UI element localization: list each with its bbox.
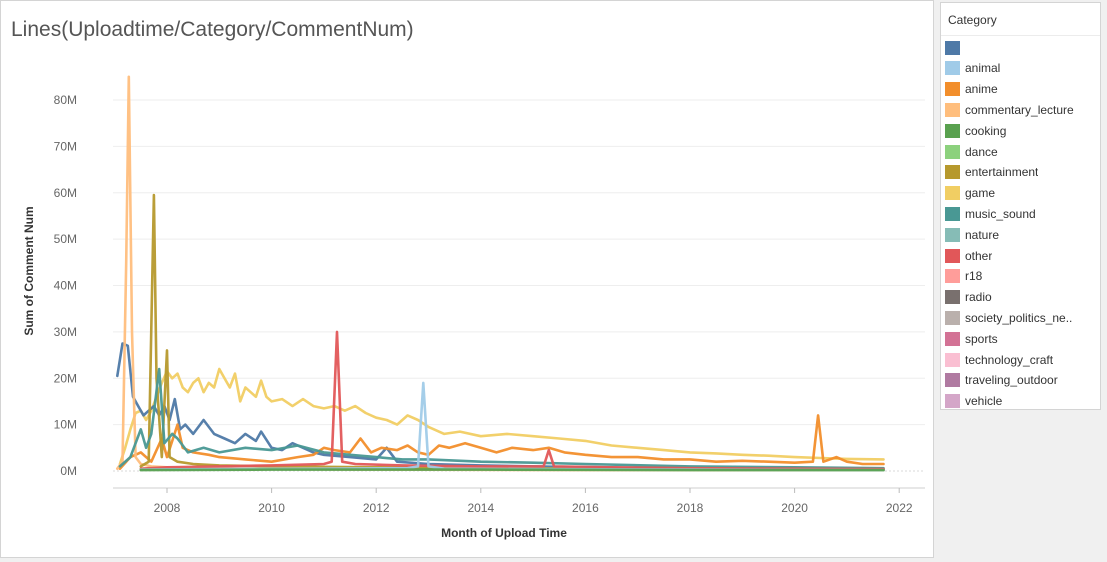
legend-swatch xyxy=(945,206,960,221)
y-tick-label: 60M xyxy=(54,186,77,200)
legend-swatch xyxy=(945,40,960,55)
chart-panel: Lines(Uploadtime/Category/CommentNum) 0M… xyxy=(0,0,934,558)
legend-swatch xyxy=(945,82,960,97)
legend-item[interactable]: traveling_outdoor xyxy=(945,372,1099,389)
y-tick-label: 20M xyxy=(54,371,77,385)
legend-label: traveling_outdoor xyxy=(965,373,1058,388)
legend-swatch xyxy=(945,331,960,346)
legend-label: vehicle xyxy=(965,394,1003,409)
legend-item[interactable]: music_sound xyxy=(945,205,1099,222)
legend-swatch xyxy=(945,290,960,305)
y-tick-label: 70M xyxy=(54,139,77,153)
legend-title: Category xyxy=(948,13,997,27)
legend-item[interactable]: technology_craft xyxy=(945,351,1099,368)
legend-swatch xyxy=(945,227,960,242)
legend-label: technology_craft xyxy=(965,352,1054,367)
legend-label: commentary_lecture xyxy=(965,102,1074,117)
y-tick-label: 80M xyxy=(54,93,77,107)
y-axis-title: Sum of Comment Num xyxy=(22,206,36,335)
legend-label: nature xyxy=(965,227,1000,242)
x-tick-label: 2022 xyxy=(886,501,913,515)
legend-item[interactable]: animal xyxy=(945,60,1099,77)
legend-item[interactable]: society_politics_ne.. xyxy=(945,309,1099,326)
series-line xyxy=(118,367,885,466)
legend-label: animal xyxy=(965,61,1001,76)
x-tick-label: 2014 xyxy=(467,501,494,515)
legend-swatch xyxy=(945,144,960,159)
y-tick-label: 50M xyxy=(54,232,77,246)
legend-label: dance xyxy=(965,144,998,159)
y-tick-label: 0M xyxy=(60,464,77,478)
x-tick-label: 2020 xyxy=(781,501,808,515)
legend-item[interactable]: anime xyxy=(945,81,1099,98)
series-line xyxy=(139,468,885,472)
legend-swatch xyxy=(945,123,960,138)
legend-item[interactable]: game xyxy=(945,185,1099,202)
x-tick-label: 2010 xyxy=(258,501,285,515)
series-line xyxy=(118,367,885,470)
series-line xyxy=(118,414,885,470)
legend-label: radio xyxy=(965,290,992,305)
legend-swatch xyxy=(945,310,960,325)
x-tick-label: 2012 xyxy=(363,501,390,515)
chart-title: Lines(Uploadtime/Category/CommentNum) xyxy=(11,18,414,41)
legend-swatch xyxy=(945,186,960,201)
legend-swatch xyxy=(945,61,960,76)
legend-swatch xyxy=(945,165,960,180)
series-line xyxy=(139,193,885,471)
series-line xyxy=(139,330,885,471)
legend-item[interactable]: vehicle xyxy=(945,393,1099,410)
legend-label: cooking xyxy=(965,123,1007,138)
legend-swatch xyxy=(945,248,960,263)
legend-item[interactable]: other xyxy=(945,247,1099,264)
legend-label: r18 xyxy=(965,269,983,284)
legend-divider xyxy=(941,35,1100,36)
legend-label: sports xyxy=(965,331,998,346)
legend-swatch xyxy=(945,269,960,284)
legend-item[interactable]: sports xyxy=(945,330,1099,347)
x-tick-label: 2008 xyxy=(154,501,181,515)
legend-item[interactable]: commentary_lecture xyxy=(945,101,1099,118)
legend-item[interactable]: nature xyxy=(945,226,1099,243)
line-chart: 0M 10M 20M 30M 40M 50M 60M 70M 80M 2008 2010 2012 20… xyxy=(22,75,925,540)
legend-label: anime xyxy=(965,82,998,97)
y-tick-label: 30M xyxy=(54,325,77,339)
legend-label: entertainment xyxy=(965,165,1039,180)
series-line xyxy=(116,75,885,472)
x-tick-label: 2016 xyxy=(572,501,599,515)
x-tick-label: 2018 xyxy=(677,501,704,515)
legend-item[interactable]: r18 xyxy=(945,268,1099,285)
y-tick-label: 40M xyxy=(54,279,77,293)
legend-item[interactable]: cooking xyxy=(945,122,1099,139)
legend-swatch xyxy=(945,352,960,367)
legend-swatch xyxy=(945,373,960,388)
legend-item[interactable]: entertainment xyxy=(945,164,1099,181)
legend-label: game xyxy=(965,186,996,201)
legend-label: music_sound xyxy=(965,206,1036,221)
legend-swatch xyxy=(945,102,960,117)
legend-label: other xyxy=(965,248,993,263)
legend-item[interactable] xyxy=(945,39,1099,56)
legend-item[interactable]: radio xyxy=(945,289,1099,306)
legend-item[interactable]: dance xyxy=(945,143,1099,160)
x-axis-title: Month of Upload Time xyxy=(441,526,567,540)
legend-label: society_politics_ne.. xyxy=(965,310,1073,325)
legend-swatch xyxy=(945,394,960,409)
y-tick-label: 10M xyxy=(54,418,77,432)
